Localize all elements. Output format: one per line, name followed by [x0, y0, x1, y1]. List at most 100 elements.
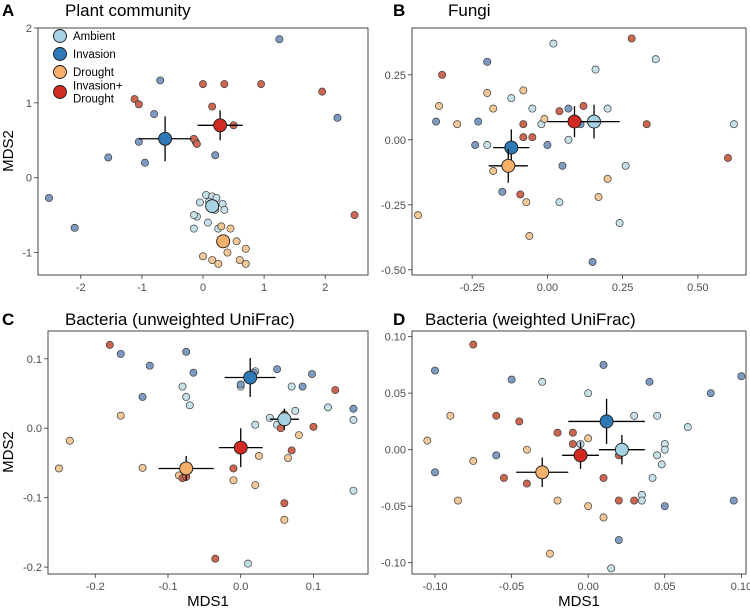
data-point [543, 141, 552, 149]
data-point [621, 161, 630, 170]
centroid-ambient [205, 199, 220, 214]
data-point [627, 34, 636, 43]
data-point [522, 198, 531, 207]
x-tick-label: -0.2 [86, 581, 105, 593]
data-point [446, 411, 455, 420]
data-point [350, 211, 359, 220]
data-point [483, 141, 492, 149]
y-tick-label: -0.1 [23, 493, 42, 505]
data-point [254, 452, 263, 460]
centroid-invasion [243, 370, 258, 385]
panel-a: A Plant community -2 -1 0 1 2 -1 0 1 2 [2, 1, 369, 294]
legend-swatch [53, 65, 67, 79]
panel-title: Fungi [448, 1, 491, 20]
y-tick-label: -0.05 [381, 501, 406, 513]
data-point [54, 464, 63, 473]
data-point [199, 252, 207, 261]
y-tick-label: 0.1 [27, 354, 42, 366]
data-point [265, 413, 274, 422]
data-point [232, 237, 241, 246]
data-point [192, 140, 201, 148]
data-point [280, 515, 289, 524]
x-tick-label: 0.00 [577, 581, 598, 593]
centroid-drought [179, 461, 194, 476]
y-axis-title-top: MDS2 [0, 130, 17, 172]
centroid-drought [535, 465, 550, 480]
data-point [489, 167, 498, 175]
data-point [492, 411, 501, 420]
data-point [156, 76, 165, 85]
data-point [333, 113, 342, 122]
data-point [469, 457, 478, 465]
data-point [522, 479, 531, 488]
data-point [236, 380, 245, 389]
data-point [737, 372, 746, 381]
data-point [309, 422, 318, 431]
legend-swatch [53, 47, 67, 61]
data-point [349, 486, 358, 495]
x-axis-title-left: MDS1 [187, 593, 229, 610]
data-point [287, 446, 296, 455]
data-point [423, 436, 432, 445]
data-point [203, 218, 212, 227]
data-point [431, 366, 439, 375]
data-point [564, 104, 573, 113]
data-point [438, 70, 447, 79]
data-point [483, 57, 492, 66]
data-point [730, 120, 738, 129]
y-tick-label: 2 [26, 23, 32, 35]
data-point [134, 100, 143, 109]
data-point [70, 223, 79, 232]
data-point [549, 39, 558, 48]
data-point [591, 65, 600, 74]
x-tick-label: 1 [261, 282, 267, 294]
data-point [615, 219, 624, 227]
data-point [630, 496, 639, 505]
data-point [229, 464, 238, 473]
y-tick-label: -0.10 [381, 558, 406, 570]
data-point [516, 190, 525, 199]
data-point [116, 411, 125, 420]
centroid-drought [501, 158, 516, 173]
y-tick-label: -0.50 [381, 265, 406, 277]
data-point [235, 256, 244, 264]
data-point [349, 415, 358, 424]
x-tick-label: -0.1 [159, 581, 178, 593]
centroid-ambient [614, 442, 629, 457]
panel-letter: D [393, 310, 405, 329]
data-point [558, 161, 567, 170]
data-point [208, 256, 217, 264]
data-point [630, 411, 639, 420]
data-point [229, 476, 238, 485]
x-tick-label: 2 [322, 282, 328, 294]
data-point [104, 153, 113, 162]
data-point [308, 370, 316, 378]
data-point [507, 375, 516, 384]
data-point [211, 554, 220, 563]
data-point [349, 404, 358, 413]
data-point [211, 151, 220, 160]
data-point [519, 86, 528, 95]
data-point [182, 347, 191, 356]
data-point [519, 120, 528, 129]
data-point [199, 80, 207, 89]
data-point [251, 420, 260, 429]
x-axis-title-right: MDS1 [558, 593, 600, 610]
panel-title: Bacteria (unweighted UniFrac) [65, 310, 295, 329]
legend-label: Invasion+ [73, 81, 123, 93]
data-point [492, 451, 501, 460]
data-point [130, 95, 139, 104]
data-point [331, 386, 340, 394]
data-point [594, 193, 603, 201]
centroid-invasion-drought [567, 114, 582, 129]
y-tick-label: -0.2 [23, 562, 42, 574]
data-point [603, 104, 612, 113]
data-point [568, 440, 577, 448]
data-point [525, 232, 534, 240]
panel-letter: C [2, 310, 14, 329]
data-point [568, 428, 577, 437]
data-point [280, 499, 289, 508]
legend-item: Invasion+Drought [53, 81, 123, 106]
data-point [220, 205, 229, 214]
legend-swatch [53, 29, 67, 43]
